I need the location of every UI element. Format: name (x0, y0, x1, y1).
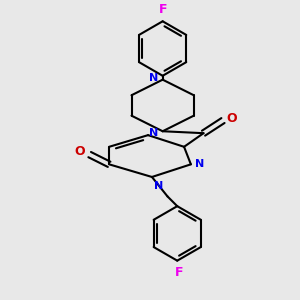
Text: N: N (195, 159, 204, 169)
Text: N: N (148, 73, 158, 83)
Text: N: N (154, 181, 163, 191)
Text: O: O (74, 145, 85, 158)
Text: F: F (175, 266, 183, 280)
Text: N: N (148, 128, 158, 138)
Text: F: F (158, 3, 167, 16)
Text: O: O (227, 112, 238, 125)
